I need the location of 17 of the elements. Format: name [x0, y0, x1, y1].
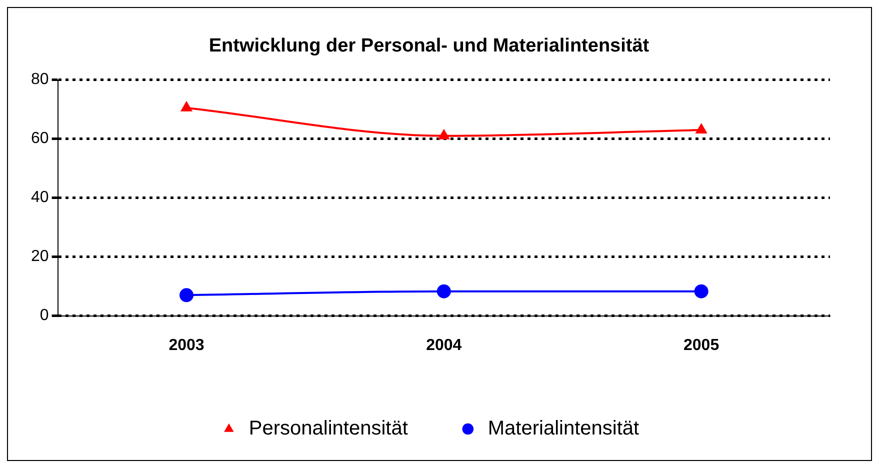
legend-label: Personalintensität	[248, 418, 408, 440]
x-tick-label: 2003	[168, 336, 204, 354]
x-tick-label: 2005	[684, 336, 720, 354]
y-tick-label: 80	[31, 71, 49, 88]
point	[694, 284, 708, 298]
y-tick-label: 40	[31, 189, 49, 206]
x-tick-label: 2004	[426, 336, 462, 354]
y-tick-label: 60	[31, 130, 49, 148]
point	[180, 288, 194, 302]
chart-title: Entwicklung der Personal- und Materialintensität	[208, 36, 650, 57]
y-tick-label: 0	[40, 307, 49, 324]
point	[438, 128, 450, 140]
point	[180, 100, 193, 112]
legend-label: Materialintensität	[488, 418, 640, 440]
point	[436, 284, 451, 298]
point	[695, 122, 708, 134]
y-tick-label: 20	[31, 248, 49, 266]
